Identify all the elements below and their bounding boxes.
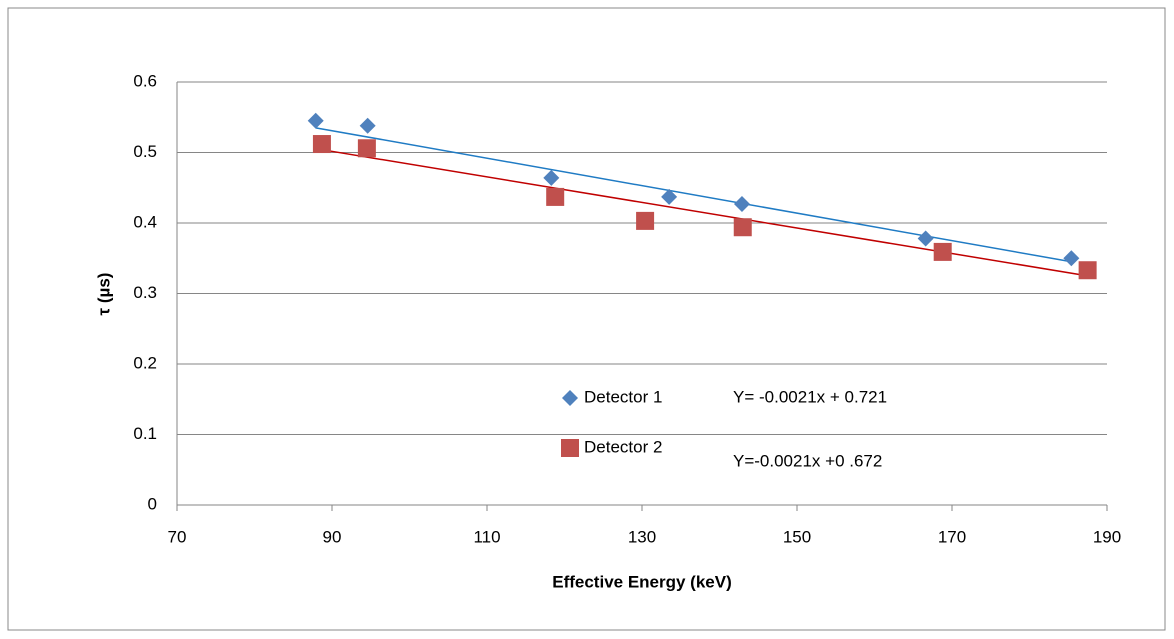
y-tick-label: 0	[148, 494, 157, 513]
data-point	[917, 230, 934, 247]
x-tick-label: 110	[473, 527, 500, 546]
y-axis-label: τ (µs)	[94, 273, 113, 316]
legend-marker	[561, 439, 579, 457]
data-point	[546, 187, 565, 206]
y-tick-label: 0.5	[133, 142, 157, 161]
data-point	[543, 169, 560, 186]
y-tick-label: 0.2	[133, 353, 157, 372]
y-tick-label: 0.3	[133, 283, 157, 302]
trendline	[321, 148, 1088, 277]
trend-equation: Y= -0.0021x + 0.721	[733, 387, 887, 406]
x-tick-label: 170	[938, 527, 966, 546]
trend-equation: Y=-0.0021x +0 .672	[733, 451, 882, 470]
data-point	[1078, 261, 1097, 280]
x-tick-label: 70	[168, 527, 187, 546]
data-point	[1063, 250, 1080, 267]
x-tick-label: 130	[628, 527, 656, 546]
legend-label: Detector 2	[584, 437, 662, 456]
data-point	[661, 188, 678, 205]
data-point	[636, 211, 655, 230]
data-point	[933, 242, 952, 261]
data-point	[359, 117, 376, 134]
chart-border	[7, 7, 1166, 631]
data-point	[307, 112, 324, 129]
legend-marker	[562, 390, 578, 406]
trendline	[315, 127, 1072, 263]
data-point	[733, 195, 750, 212]
data-point	[733, 218, 752, 237]
data-point	[312, 135, 331, 154]
data-point	[357, 139, 376, 158]
y-tick-label: 0.4	[133, 212, 157, 231]
x-tick-label: 90	[323, 527, 342, 546]
y-tick-label: 0.6	[133, 71, 157, 90]
y-tick-label: 0.1	[133, 424, 157, 443]
x-axis-label: Effective Energy (keV)	[552, 572, 732, 591]
x-tick-label: 190	[1093, 527, 1121, 546]
x-tick-label: 150	[783, 527, 811, 546]
legend-label: Detector 1	[584, 387, 662, 406]
